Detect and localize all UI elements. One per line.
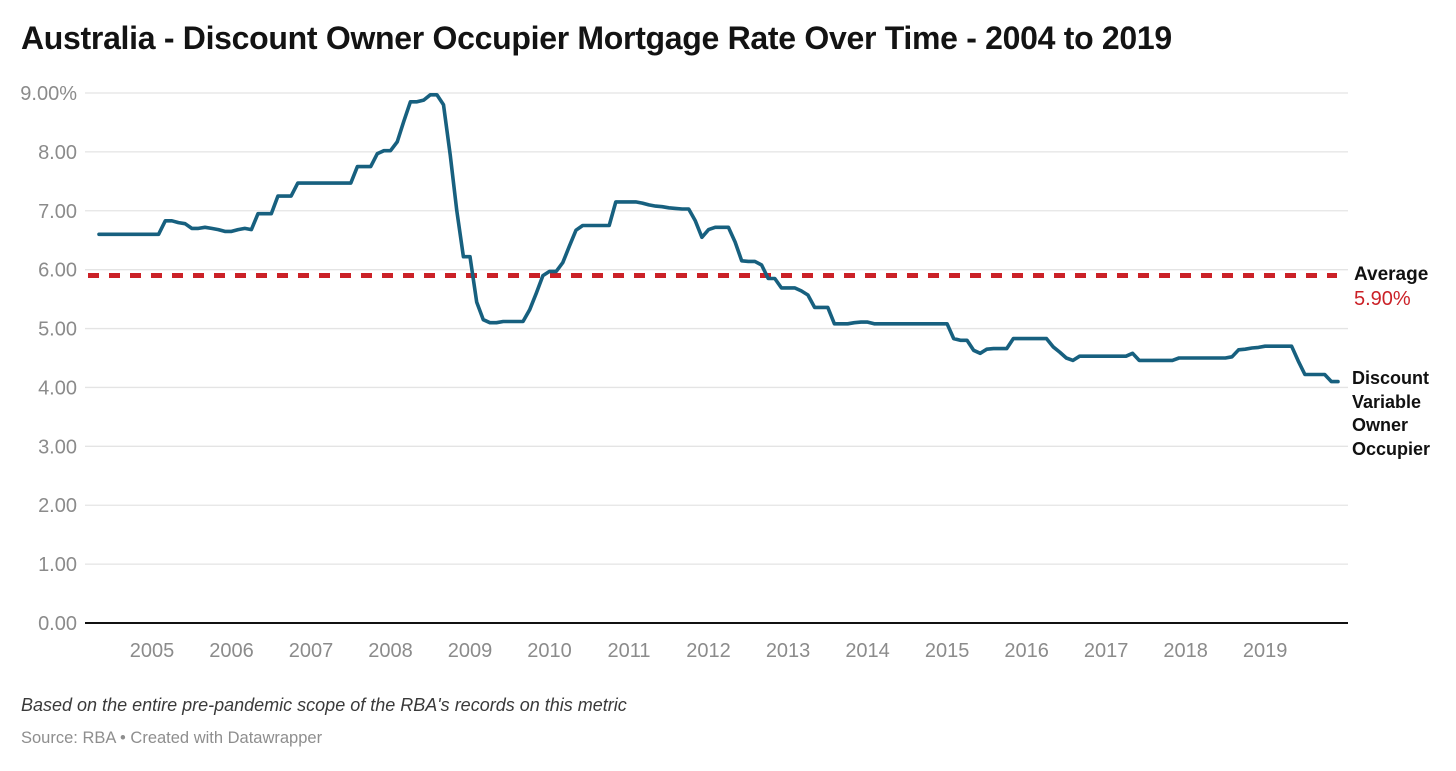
average-line-label: Average: [1354, 264, 1429, 285]
svg-text:2011: 2011: [608, 640, 651, 662]
svg-text:2013: 2013: [766, 640, 811, 662]
svg-text:2019: 2019: [1243, 640, 1288, 662]
svg-text:2010: 2010: [527, 640, 572, 662]
chart-note: Based on the entire pre-pandemic scope o…: [21, 695, 627, 715]
svg-text:4.00: 4.00: [38, 377, 77, 399]
svg-text:2007: 2007: [289, 640, 334, 662]
svg-text:0.00: 0.00: [38, 613, 77, 635]
svg-text:9.00%: 9.00%: [20, 83, 77, 105]
chart-source-attribution: Source: RBA • Created with Datawrapper: [21, 729, 323, 747]
svg-text:7.00: 7.00: [38, 201, 77, 223]
chart-title: Australia - Discount Owner Occupier Mort…: [21, 20, 1172, 56]
series-line-label: Discount Variable Owner Occupier: [1352, 368, 1431, 459]
svg-text:2009: 2009: [448, 640, 493, 662]
svg-text:2006: 2006: [209, 640, 254, 662]
average-line-value: 5.90%: [1354, 288, 1411, 310]
svg-text:5.00: 5.00: [38, 319, 77, 341]
svg-text:8.00: 8.00: [38, 142, 77, 164]
svg-text:2014: 2014: [845, 640, 890, 662]
svg-text:1.00: 1.00: [38, 554, 77, 576]
svg-text:2017: 2017: [1084, 640, 1129, 662]
svg-text:2008: 2008: [368, 640, 413, 662]
svg-text:6.00: 6.00: [38, 260, 77, 282]
svg-text:2012: 2012: [686, 640, 731, 662]
svg-text:2005: 2005: [130, 640, 175, 662]
svg-text:3.00: 3.00: [38, 436, 77, 458]
svg-text:2018: 2018: [1163, 640, 1208, 662]
svg-text:2015: 2015: [925, 640, 970, 662]
svg-text:2.00: 2.00: [38, 495, 77, 517]
svg-text:2016: 2016: [1004, 640, 1049, 662]
